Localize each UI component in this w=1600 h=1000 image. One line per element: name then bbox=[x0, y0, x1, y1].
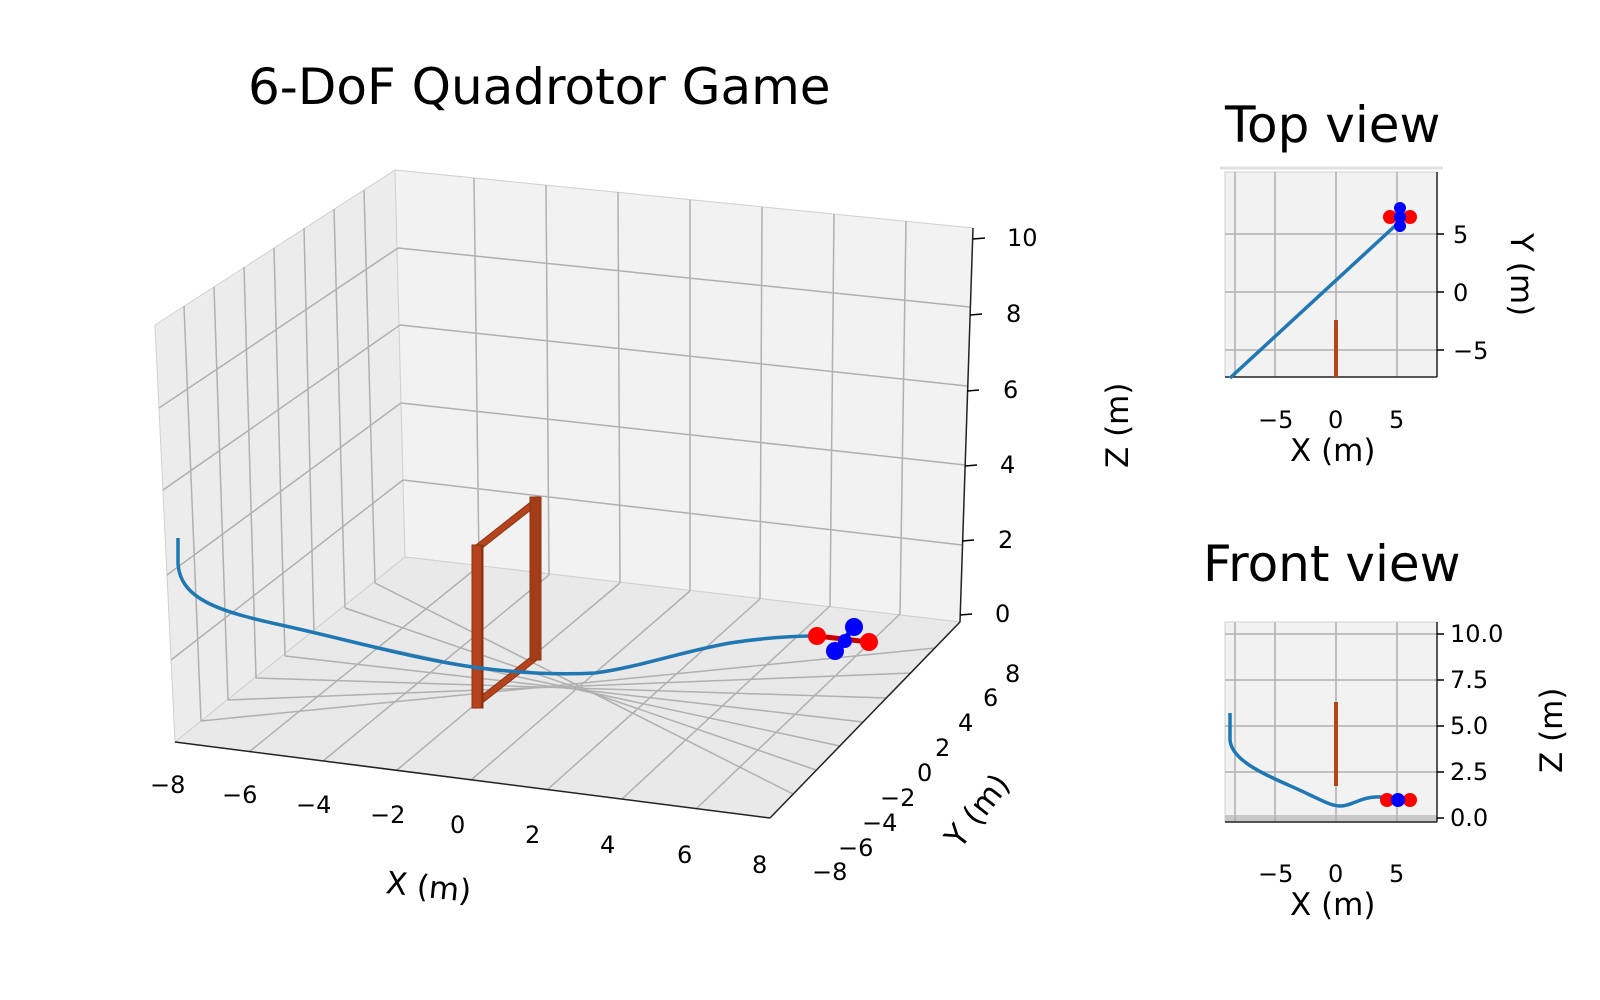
y-tick-label: 2 bbox=[935, 734, 950, 762]
front-quadrotor bbox=[1380, 793, 1417, 807]
top-view: −5 0 5 5 0 −5 X (m) Y (m) bbox=[1220, 166, 1539, 469]
x-tick-label: −6 bbox=[222, 781, 257, 809]
z-axis-label: Z (m) bbox=[1100, 383, 1136, 468]
z-axis-line bbox=[959, 227, 974, 623]
y-tick-label: −6 bbox=[838, 834, 873, 862]
y-tick-label: 4 bbox=[958, 709, 973, 737]
top-x-tick: 5 bbox=[1389, 406, 1404, 434]
top-quadrotor bbox=[1383, 202, 1417, 232]
y-axis-label: Y (m) bbox=[937, 767, 1017, 856]
top-x-label: X (m) bbox=[1290, 433, 1375, 469]
rotor-right bbox=[826, 642, 844, 660]
front-z-tick: 5.0 bbox=[1450, 712, 1488, 740]
y-tick-label: 6 bbox=[983, 684, 998, 712]
top-y-label: Y (m) bbox=[1503, 232, 1539, 316]
top-y-tick: 5 bbox=[1453, 221, 1468, 249]
x-tick-label: 2 bbox=[525, 821, 540, 849]
rotor-back bbox=[860, 633, 878, 651]
top-view-title: Top view bbox=[1225, 96, 1441, 154]
front-z-tick: 0.0 bbox=[1450, 804, 1488, 832]
top-x-tick: 0 bbox=[1328, 406, 1343, 434]
front-z-tick: 10.0 bbox=[1450, 620, 1503, 648]
front-x-tick: −5 bbox=[1258, 860, 1293, 888]
top-y-tick: −5 bbox=[1453, 337, 1488, 365]
x-axis-label: X (m) bbox=[384, 865, 473, 910]
z-tick-label: 2 bbox=[998, 526, 1013, 554]
x-tick-label: 4 bbox=[600, 831, 615, 859]
z-tick-label: 10 bbox=[1007, 224, 1038, 252]
y-axis-line bbox=[769, 621, 961, 819]
z-tick-label: 8 bbox=[1006, 300, 1021, 328]
z-tick-label: 0 bbox=[995, 600, 1010, 628]
z-tick-label: 4 bbox=[1000, 451, 1015, 479]
rotor-left bbox=[845, 618, 863, 636]
grid-3d bbox=[158, 177, 971, 810]
main-3d-view: 0 2 4 6 8 10 −8 −6 −4 −2 0 2 4 6 8 −8 −6… bbox=[150, 169, 1136, 910]
main-title: 6-DoF Quadrotor Game bbox=[248, 58, 831, 116]
x-tick-label: 0 bbox=[450, 811, 465, 839]
y-tick-label: 0 bbox=[917, 759, 932, 787]
z-tick-label: 6 bbox=[1003, 376, 1018, 404]
y-tick-label: 8 bbox=[1005, 660, 1020, 688]
front-z-tick: 7.5 bbox=[1450, 666, 1488, 694]
top-x-tick: −5 bbox=[1258, 406, 1293, 434]
front-z-tick: 2.5 bbox=[1450, 758, 1488, 786]
rotor-front bbox=[808, 627, 826, 645]
gate bbox=[471, 495, 542, 710]
x-tick-label: 6 bbox=[677, 841, 692, 869]
front-view-title: Front view bbox=[1203, 535, 1461, 593]
y-tick-label: −4 bbox=[862, 809, 897, 837]
x-tick-label: 8 bbox=[752, 851, 767, 879]
front-z-label: Z (m) bbox=[1534, 688, 1570, 773]
front-gate bbox=[1334, 702, 1338, 786]
quadrotor-3d bbox=[808, 618, 878, 660]
front-x-label: X (m) bbox=[1290, 887, 1375, 923]
top-trajectory bbox=[1228, 223, 1398, 380]
top-y-tick: 0 bbox=[1453, 279, 1468, 307]
trajectory-3d bbox=[176, 538, 816, 676]
front-x-tick: 5 bbox=[1389, 860, 1404, 888]
x-tick-label: −2 bbox=[370, 801, 405, 829]
x-tick-label: −4 bbox=[296, 791, 331, 819]
front-x-tick: 0 bbox=[1328, 860, 1343, 888]
y-tick-label: −2 bbox=[880, 784, 915, 812]
x-tick-label: −8 bbox=[150, 771, 185, 799]
top-gate bbox=[1334, 320, 1338, 377]
x-axis-line bbox=[174, 741, 771, 819]
front-view: −5 0 5 10.0 7.5 5.0 2.5 0.0 X (m) Z (m) bbox=[1224, 620, 1570, 923]
y-tick-label: −8 bbox=[812, 858, 847, 886]
